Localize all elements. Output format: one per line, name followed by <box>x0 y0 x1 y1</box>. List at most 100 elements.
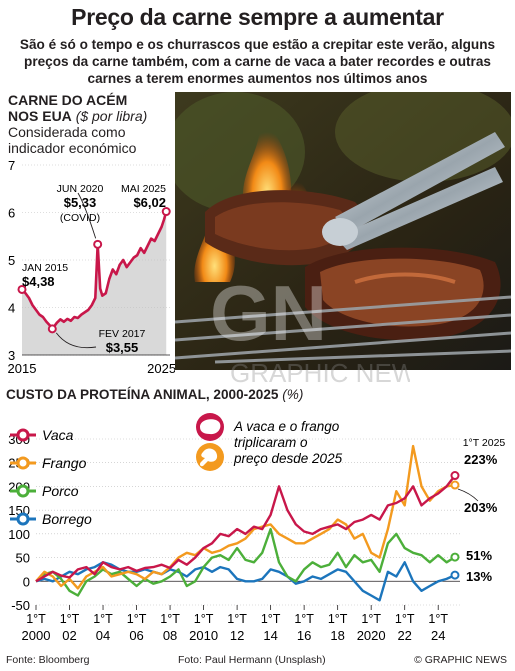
brand-credit: © GRAPHIC NEWS <box>414 654 507 666</box>
source-note: Fonte: Bloomberg <box>6 654 90 666</box>
x-tick-label: 14 <box>263 628 277 643</box>
steak-icon <box>200 419 221 435</box>
beef-price-chart: 3 4 5 6 7 2015 2025 JAN 2015$4,38 JUN 2020$5,33 (… <box>8 158 175 376</box>
annotation-value: $4,38 <box>22 274 55 289</box>
steak-grill-image <box>175 92 511 370</box>
x-tick-quarter: 1°T <box>328 612 348 626</box>
x-tick-quarter: 1°T <box>261 612 281 626</box>
annotation-value: $5,33 <box>64 195 97 210</box>
series-line-frango <box>35 444 456 590</box>
annotation-value: $6,02 <box>133 195 166 210</box>
x-tick-label: 2020 <box>357 628 386 643</box>
data-point <box>93 239 103 249</box>
y-tick-label: 50 <box>16 551 30 566</box>
x-tick-label: 22 <box>397 628 411 643</box>
steak-photo <box>175 92 511 370</box>
beef-unit: ($ por libra) <box>75 108 148 124</box>
annotation-leader <box>77 192 97 239</box>
x-tick-quarter: 1°T <box>26 612 46 626</box>
y-tick-label: 0 <box>23 574 30 589</box>
chart-annotation-line: A vaca e o frango <box>233 419 340 434</box>
annotation-icons <box>196 413 224 471</box>
drumstick-icon <box>199 448 218 467</box>
beef-price-line <box>21 211 168 331</box>
legend-marker <box>16 484 30 498</box>
legend-label: Vaca <box>42 427 74 443</box>
chart-annotation-line: triplicaram o <box>234 435 308 450</box>
end-period-label: 1°T 2025 <box>463 437 506 449</box>
x-tick-quarter: 1°T <box>160 612 180 626</box>
x-tick-quarter: 1°T <box>60 612 80 626</box>
annotation-label: FEV 2017 <box>99 328 146 340</box>
legend-marker <box>16 512 30 526</box>
annotation-leader <box>55 332 97 349</box>
data-point <box>17 284 27 294</box>
x-tick-quarter: 1°T <box>294 612 314 626</box>
y-tick-label: 6 <box>8 206 15 221</box>
x-tick-label: 2015 <box>8 361 37 376</box>
annotation-value: $3,55 <box>106 340 139 355</box>
x-tick-quarter: 1°T <box>194 612 214 626</box>
x-tick-label: 04 <box>96 628 110 643</box>
x-tick-label: 2010 <box>189 628 218 643</box>
series-line-vaca <box>35 474 456 583</box>
x-tick-label: 02 <box>62 628 76 643</box>
annotation-label: MAI 2025 <box>121 183 166 195</box>
end-value-vaca: 223% <box>464 452 498 467</box>
x-tick-quarter: 1°T <box>127 612 147 626</box>
end-leader <box>457 488 479 502</box>
beef-heading-line2: NOS EUA <box>8 108 72 124</box>
protein-cost-chart: 300250200150100500-501°T20001°T021°T041°… <box>8 413 506 643</box>
legend-label: Porco <box>42 483 79 499</box>
beef-price-area <box>22 211 167 355</box>
annotation-label: JAN 2015 <box>22 262 68 274</box>
x-tick-label: 18 <box>330 628 344 643</box>
protein-unit: (%) <box>282 387 304 402</box>
legend-label: Frango <box>42 455 87 471</box>
y-tick-label: 7 <box>8 158 15 173</box>
x-tick-label: 06 <box>129 628 143 643</box>
protein-heading: CUSTO DA PROTEÍNA ANIMAL, 2000-2025 <box>6 387 279 402</box>
x-tick-label: 2000 <box>22 628 51 643</box>
end-value-frango: 203% <box>464 500 498 515</box>
x-tick-quarter: 1°T <box>93 612 113 626</box>
watermark-letters: GN <box>210 270 327 357</box>
x-tick-quarter: 1°T <box>361 612 381 626</box>
y-tick-label: 5 <box>8 253 15 268</box>
y-tick-label: 4 <box>8 301 15 316</box>
legend-marker <box>16 428 30 442</box>
annotation-note: (COVID) <box>60 212 100 224</box>
protein-section-header: CUSTO DA PROTEÍNA ANIMAL, 2000-2025 (%) <box>6 387 303 402</box>
end-point <box>450 471 460 481</box>
data-point <box>161 207 171 217</box>
annotation-label: JUN 2020 <box>57 183 104 195</box>
end-value-borrego: 13% <box>466 569 492 584</box>
beef-note-line2: indicador económico <box>8 140 137 156</box>
x-tick-quarter: 1°T <box>227 612 247 626</box>
page-title: Preço da carne sempre a aumentar <box>71 4 444 30</box>
end-value-porco: 51% <box>466 548 492 563</box>
x-tick-quarter: 1°T <box>428 612 448 626</box>
beef-section-header: CARNE DO ACÉM NOS EUA ($ por libra) Cons… <box>8 92 178 156</box>
page-subtitle: São é só o tempo e os churrascos que est… <box>19 37 496 86</box>
y-tick-label: -50 <box>11 598 30 613</box>
watermark-text: GRAPHIC NEWS <box>230 358 410 388</box>
legend-label: Borrego <box>42 511 92 527</box>
x-tick-label: 24 <box>431 628 445 643</box>
end-point <box>450 480 460 490</box>
end-point <box>450 570 460 580</box>
x-tick-label: 12 <box>230 628 244 643</box>
chart-annotation-line: preço desde 2025 <box>233 451 343 466</box>
end-point <box>450 552 460 562</box>
beef-heading-line1: CARNE DO ACÉM <box>8 92 128 108</box>
x-tick-label: 16 <box>297 628 311 643</box>
photo-credit: Foto: Paul Hermann (Unsplash) <box>178 654 326 666</box>
y-tick-label: 3 <box>8 348 15 363</box>
x-tick-quarter: 1°T <box>395 612 415 626</box>
legend-marker <box>16 456 30 470</box>
x-tick-label: 2025 <box>147 361 175 376</box>
y-tick-label: 100 <box>8 527 30 542</box>
data-point <box>47 324 57 334</box>
x-tick-label: 08 <box>163 628 177 643</box>
